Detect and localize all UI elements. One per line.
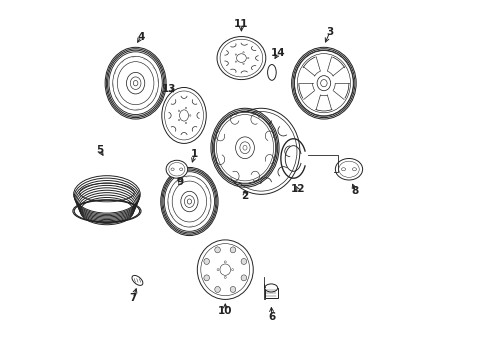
- Ellipse shape: [241, 275, 246, 281]
- Ellipse shape: [109, 52, 162, 114]
- Text: 9: 9: [177, 177, 184, 187]
- Ellipse shape: [215, 287, 220, 292]
- Text: 14: 14: [270, 48, 285, 58]
- Text: 8: 8: [352, 186, 359, 197]
- Text: 2: 2: [242, 191, 248, 201]
- Ellipse shape: [217, 37, 266, 80]
- Text: 6: 6: [268, 312, 275, 322]
- Ellipse shape: [265, 284, 278, 292]
- Ellipse shape: [220, 264, 231, 275]
- Text: 7: 7: [129, 293, 137, 303]
- Ellipse shape: [251, 140, 271, 162]
- Ellipse shape: [132, 275, 143, 285]
- Text: 4: 4: [137, 32, 145, 41]
- Ellipse shape: [214, 112, 276, 183]
- Bar: [265, 288, 278, 298]
- Ellipse shape: [236, 137, 254, 158]
- Text: 11: 11: [234, 19, 248, 29]
- Ellipse shape: [241, 258, 246, 265]
- Ellipse shape: [166, 160, 188, 178]
- Ellipse shape: [126, 72, 145, 94]
- Text: 13: 13: [162, 84, 176, 94]
- Ellipse shape: [204, 258, 209, 265]
- Ellipse shape: [164, 172, 215, 231]
- Ellipse shape: [230, 247, 236, 253]
- Text: 12: 12: [291, 184, 305, 194]
- Ellipse shape: [222, 108, 300, 194]
- Ellipse shape: [335, 158, 363, 180]
- Ellipse shape: [162, 87, 206, 143]
- Ellipse shape: [317, 76, 331, 91]
- Ellipse shape: [197, 240, 253, 300]
- Ellipse shape: [294, 50, 353, 116]
- Ellipse shape: [181, 191, 198, 212]
- Ellipse shape: [230, 287, 236, 292]
- Text: 10: 10: [218, 306, 233, 316]
- Text: 1: 1: [191, 149, 198, 159]
- Ellipse shape: [215, 247, 220, 253]
- Ellipse shape: [237, 54, 246, 62]
- Text: 5: 5: [96, 145, 103, 155]
- Ellipse shape: [180, 110, 189, 121]
- Text: 3: 3: [326, 27, 334, 37]
- Ellipse shape: [204, 275, 209, 281]
